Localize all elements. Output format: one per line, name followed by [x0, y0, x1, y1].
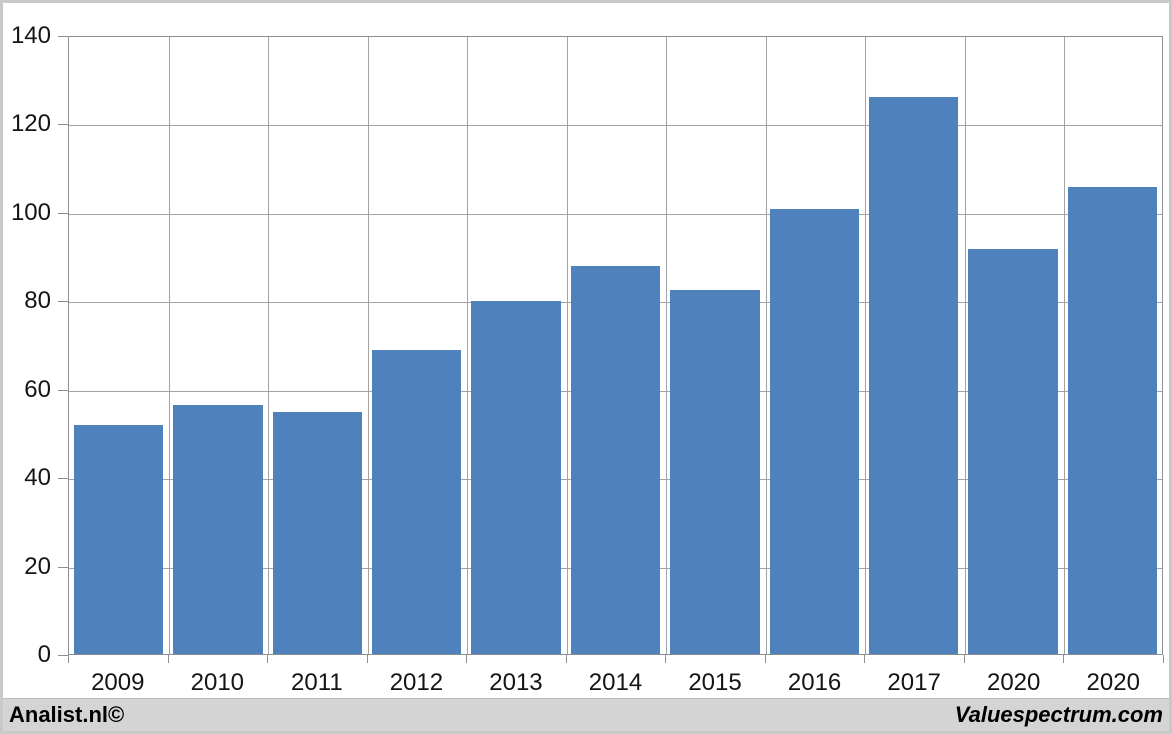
y-axis-label: 20 — [24, 552, 51, 580]
x-axis-tick — [466, 655, 468, 663]
v-gridline — [367, 37, 369, 654]
x-axis-label: 2020 — [986, 669, 1041, 696]
bar-2020-9 — [968, 248, 1058, 654]
x-axis-tick — [764, 655, 766, 663]
bar-2017-8 — [868, 96, 959, 654]
y-axis-tick — [58, 124, 68, 126]
y-axis-label: 140 — [10, 22, 51, 49]
v-gridline — [964, 37, 966, 654]
x-axis-label: 2014 — [588, 669, 643, 696]
x-axis-label: 2016 — [787, 669, 842, 696]
v-gridline — [566, 37, 568, 654]
v-gridline — [168, 37, 170, 654]
bar-2009-0 — [73, 424, 164, 654]
y-axis-tick — [58, 478, 68, 480]
y-axis-tick — [58, 655, 68, 656]
x-axis-tick — [665, 655, 667, 663]
v-gridline — [467, 37, 469, 654]
x-axis-label: 2015 — [688, 669, 742, 696]
x-axis-tick — [167, 655, 169, 663]
y-axis-tick — [58, 212, 68, 214]
bar-2016-7 — [769, 208, 859, 654]
h-gridline — [69, 213, 1162, 215]
v-gridline — [1064, 37, 1066, 654]
v-gridline — [865, 37, 867, 654]
y-axis-tick — [58, 36, 68, 37]
y-axis-label: 40 — [24, 464, 51, 492]
bar-2011-2 — [272, 411, 363, 654]
x-axis-tick — [267, 655, 269, 663]
bar-2013-4 — [471, 301, 561, 654]
footer-bar: Analist.nl© Valuespectrum.com — [3, 698, 1169, 731]
y-axis-label: 60 — [24, 375, 51, 403]
v-gridline — [765, 37, 767, 654]
x-axis-tick — [864, 655, 866, 663]
x-axis-tick — [68, 655, 69, 663]
analist-brand-label: Analist.nl© — [9, 702, 125, 727]
bar-2012-3 — [372, 349, 462, 654]
bar-2014-5 — [570, 266, 661, 654]
y-axis-label: 80 — [24, 287, 51, 315]
x-axis-label: 2017 — [887, 669, 941, 696]
h-gridline — [69, 125, 1162, 127]
bar-2015-6 — [670, 290, 760, 654]
x-axis-label: 2020 — [1086, 669, 1140, 696]
x-axis-tick — [963, 655, 965, 663]
x-axis-label: 2009 — [91, 669, 145, 696]
y-axis-tick — [58, 389, 68, 391]
v-gridline — [268, 37, 270, 654]
v-gridline — [666, 37, 668, 654]
y-axis-tick — [58, 301, 68, 303]
x-axis-tick — [1163, 655, 1164, 663]
x-axis-tick — [1063, 655, 1065, 663]
y-axis-label: 0 — [37, 641, 51, 668]
bar-2020-10 — [1067, 186, 1158, 654]
x-axis-label: 2012 — [389, 669, 444, 696]
x-axis-label: 2013 — [489, 669, 543, 696]
x-axis-tick — [565, 655, 567, 663]
y-axis-label: 120 — [10, 110, 51, 138]
valuespectrum-brand-label: Valuespectrum.com — [954, 702, 1163, 727]
bar-2010-1 — [173, 405, 263, 654]
y-axis-tick — [58, 566, 68, 568]
x-axis-label: 2011 — [291, 669, 343, 696]
plot-area — [68, 36, 1163, 655]
x-axis-tick — [366, 655, 368, 663]
y-axis-label: 100 — [10, 198, 51, 226]
x-axis-label: 2010 — [190, 669, 245, 696]
